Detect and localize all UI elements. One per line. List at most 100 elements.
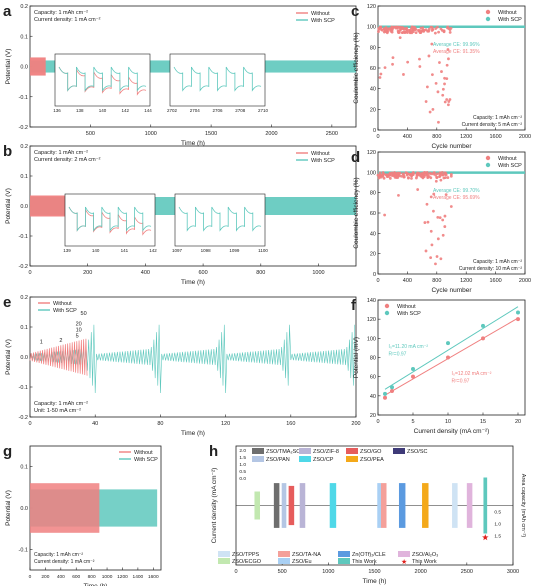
inset-tick-label: 2710	[258, 108, 269, 113]
comparison-bar	[329, 483, 337, 528]
comparison-bar	[398, 483, 406, 528]
scatter-point	[445, 98, 449, 101]
scatter-point	[423, 171, 427, 174]
legend-label: With SCP	[498, 163, 522, 169]
scatter-point	[437, 30, 440, 34]
scatter-point	[443, 176, 447, 179]
scatter-point	[432, 192, 436, 196]
inset-trace	[68, 206, 152, 232]
scatter-point	[379, 72, 383, 76]
y-tick-label: 140	[367, 298, 376, 304]
inset-tick-label: 136	[53, 108, 61, 113]
inset: 2702 2704 2706 2708 2710	[167, 53, 269, 113]
annotation: Unit: 1-50 mA cm⁻²	[34, 408, 81, 414]
y-tick-label: 0.2	[20, 295, 28, 301]
comparison-bar	[466, 483, 473, 528]
scatter-point	[429, 176, 433, 180]
annotation: Capacity: 1 mAh cm⁻²	[34, 10, 88, 16]
annotation: I₀=11.20 mA cm⁻²	[389, 344, 429, 350]
legend-label: ZSO/ECGO	[232, 559, 262, 565]
y-tick-label: 60	[370, 375, 376, 381]
scatter-point	[388, 176, 392, 180]
data-point	[383, 395, 387, 400]
scatter-point	[449, 205, 453, 208]
y-axis-label: Potential (V)	[5, 188, 12, 224]
scatter-point	[434, 81, 438, 85]
scatter-point	[425, 202, 429, 206]
legend-label: ZSO/CP	[313, 457, 334, 463]
x-tick-label: 1400	[133, 574, 144, 580]
legend-swatch	[278, 558, 290, 564]
scatter-point	[432, 209, 435, 213]
y-tick-label: 120	[367, 150, 376, 156]
y-tick-label: -0.2	[19, 125, 28, 131]
y2-axis-label: Area capacity (mAh cm⁻²)	[520, 474, 526, 538]
inset-tick-label: 139	[63, 248, 71, 253]
legend-swatch	[299, 456, 311, 462]
x-tick-label: 0	[376, 278, 379, 284]
scatter-point	[401, 26, 404, 30]
fit-line	[384, 317, 519, 396]
x-axis-label: Time (h)	[181, 140, 205, 147]
y-tick-label: 120	[367, 317, 376, 323]
scatter-point	[377, 30, 380, 33]
data-point	[390, 385, 394, 390]
x-tick-label: 200	[83, 270, 92, 276]
annotation: R²=0.97	[389, 352, 407, 358]
x-tick-label: 500	[278, 569, 287, 575]
y-tick-label: 100	[367, 336, 376, 342]
scatter-point	[429, 195, 433, 199]
scatter-point	[429, 229, 433, 233]
inset-tick-label: 1097	[172, 248, 183, 253]
x-axis-label: Time (h)	[84, 583, 108, 586]
inset-tick-label: 142	[149, 248, 157, 253]
x-tick-label: 0	[376, 134, 379, 140]
legend-label: ZSO/SC	[407, 449, 428, 455]
y-tick-label: 40	[370, 87, 376, 93]
scatter-point	[390, 30, 394, 34]
inset-trace	[173, 66, 262, 92]
inset-tick-label: 141	[121, 248, 129, 253]
scatter-point	[424, 28, 428, 32]
annotation: Current density: 2 mA cm⁻²	[34, 157, 101, 163]
comparison-bar	[288, 485, 295, 526]
data-point	[446, 355, 450, 360]
y-tick-label: 80	[370, 45, 376, 51]
scatter-point	[419, 30, 423, 34]
data-point	[390, 389, 394, 394]
scatter-point	[430, 42, 434, 46]
scatter-point	[378, 171, 382, 175]
legend-label: Zn(OTf)₂/CLE	[352, 552, 386, 558]
x-tick-label: 2000	[519, 278, 531, 284]
legend-swatch	[485, 9, 491, 15]
y-tick-label: 0.0	[20, 65, 28, 71]
scatter-point	[431, 107, 435, 111]
y2-tick-label: 1.5	[494, 534, 501, 540]
x-axis-label: Time (h)	[181, 279, 205, 286]
y-tick-label: 0.0	[239, 476, 246, 482]
scatter-point	[443, 100, 447, 104]
scatter-point	[425, 85, 429, 89]
data-point	[481, 336, 485, 341]
x-tick-label: 0	[376, 419, 379, 425]
scatter-point	[391, 56, 395, 60]
y-tick-label: -0.2	[19, 415, 28, 421]
scatter-point	[423, 221, 427, 224]
x-tick-label: 400	[403, 278, 412, 284]
y2-tick-label: 1.0	[494, 522, 501, 528]
scatter-point	[446, 176, 450, 179]
annotation: Current density: 1 mA cm⁻²	[34, 17, 101, 23]
y-tick-label: 20	[370, 107, 376, 113]
scatter-point	[434, 179, 438, 183]
scatter-point	[439, 257, 443, 261]
x-tick-label: 800	[256, 270, 265, 276]
scatter-point	[379, 175, 383, 179]
legend-label: Without	[397, 304, 416, 310]
inset: 1097 1098 1099 1100	[172, 193, 268, 253]
scatter-point	[429, 256, 433, 260]
scatter-point	[404, 171, 408, 174]
x-tick-label: 0	[28, 421, 31, 427]
legend-label: Without	[134, 450, 153, 456]
legend-label: Without	[53, 301, 72, 307]
x-tick-label: 800	[432, 278, 441, 284]
